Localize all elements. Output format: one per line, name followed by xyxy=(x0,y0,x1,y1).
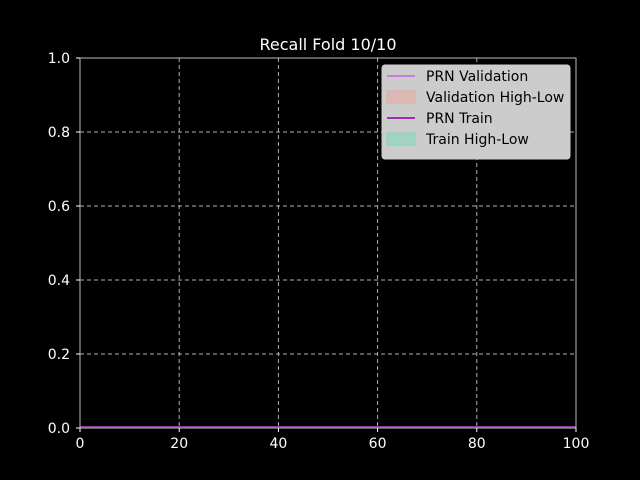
legend: PRN Validation Validation High-Low PRN Tra… xyxy=(381,64,571,160)
x-tick-label: 100 xyxy=(563,436,590,452)
legend-label: Validation High-Low xyxy=(426,90,564,106)
y-tick-label: 0.2 xyxy=(48,347,70,363)
plot-frame xyxy=(79,57,577,429)
x-axis: 0 20 40 60 80 100 xyxy=(76,428,590,452)
legend-label: PRN Train xyxy=(426,111,493,127)
legend-label: Train High-Low xyxy=(425,132,529,148)
y-tick-label: 0.6 xyxy=(48,199,70,215)
y-axis: 0.0 0.2 0.4 0.6 0.8 1.0 xyxy=(48,51,80,437)
y-tick-label: 1.0 xyxy=(48,51,70,67)
y-tick-label: 0.4 xyxy=(48,273,70,289)
grid xyxy=(80,58,576,428)
legend-swatch-band-3 xyxy=(386,132,416,146)
y-tick-label: 0.8 xyxy=(48,125,70,141)
x-tick-label: 0 xyxy=(76,436,85,452)
legend-box xyxy=(381,64,571,160)
y-tick-label: 0.0 xyxy=(48,421,70,437)
x-tick-label: 20 xyxy=(170,436,188,452)
x-tick-label: 80 xyxy=(468,436,486,452)
legend-swatch-band-1 xyxy=(386,90,416,104)
x-tick-label: 60 xyxy=(369,436,387,452)
x-tick-label: 40 xyxy=(269,436,287,452)
legend-label: PRN Validation xyxy=(426,69,528,85)
chart-title: Recall Fold 10/10 xyxy=(259,35,396,54)
